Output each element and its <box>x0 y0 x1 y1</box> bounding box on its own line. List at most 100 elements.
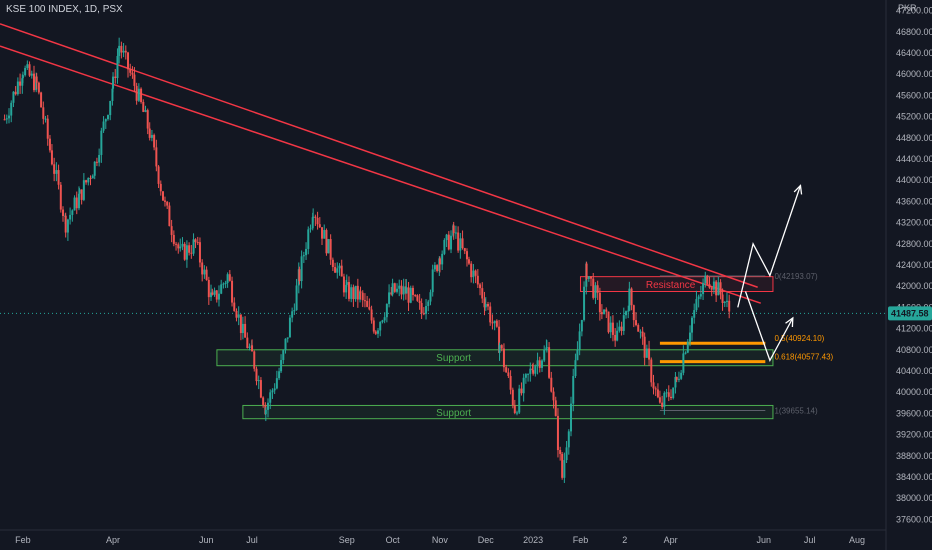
candle-body <box>89 177 92 179</box>
candle-body <box>222 283 225 285</box>
candle-body <box>16 81 19 95</box>
candle-body <box>391 283 394 295</box>
candle-body <box>540 360 543 368</box>
forecast-arrow-1 <box>737 185 802 308</box>
candle-body <box>311 217 314 229</box>
candle-body <box>122 50 125 53</box>
candle-body <box>144 110 147 112</box>
y-tick-label: 41200.00 <box>896 324 932 334</box>
candle-body <box>614 334 617 341</box>
candle-body <box>616 330 619 341</box>
candle-body <box>630 288 633 306</box>
y-tick-label: 37600.00 <box>896 514 932 524</box>
candle-body <box>654 388 657 390</box>
candle-body <box>347 282 350 299</box>
candle-body <box>273 388 276 391</box>
candle-body <box>632 305 635 321</box>
candle-body <box>30 73 33 76</box>
candle-body <box>493 320 496 324</box>
candle-body <box>295 285 298 311</box>
candle-body <box>327 239 330 254</box>
support-label-2: Support <box>436 408 471 419</box>
candle-body <box>226 274 229 283</box>
candle-body <box>583 286 586 320</box>
candle-body <box>3 119 6 121</box>
candle-body <box>21 78 24 86</box>
y-tick-label: 43200.00 <box>896 218 932 228</box>
candle-body <box>64 215 67 233</box>
y-tick-label: 38800.00 <box>896 451 932 461</box>
candle-body <box>98 154 101 163</box>
candle-body <box>396 288 399 292</box>
candle-body <box>129 69 132 73</box>
candle-body <box>420 302 423 314</box>
candle-body <box>325 230 328 254</box>
candle-body <box>157 166 160 184</box>
candle-body <box>10 102 13 116</box>
candle-body <box>150 135 153 138</box>
candle-body <box>383 317 386 321</box>
candle-body <box>53 164 56 174</box>
candle-body <box>196 242 199 244</box>
candle-body <box>721 294 724 304</box>
candle-body <box>684 352 687 354</box>
candle-body <box>625 311 628 316</box>
candle-body <box>433 265 436 270</box>
candle-body <box>693 310 696 318</box>
trendline-upper <box>0 23 758 288</box>
y-tick-label: 40400.00 <box>896 366 932 376</box>
candle-body <box>472 270 475 278</box>
candle-body <box>116 56 119 79</box>
candle-body <box>559 450 562 454</box>
candle-body <box>675 377 678 380</box>
candle-body <box>467 259 470 264</box>
candle-body <box>135 85 138 101</box>
candle-body <box>570 403 573 432</box>
candle-body <box>422 313 425 315</box>
candle-body <box>431 269 434 293</box>
candle-body <box>102 121 105 131</box>
candle-body <box>414 294 417 296</box>
candle-body <box>672 387 675 399</box>
candle-body <box>663 392 666 407</box>
y-tick-label: 42000.00 <box>896 281 932 291</box>
candle-body <box>495 320 498 327</box>
candle-body <box>48 138 51 151</box>
candle-body <box>513 405 516 414</box>
candle-body <box>561 453 564 478</box>
candle-body <box>35 76 38 83</box>
candle-body <box>114 76 117 79</box>
candle-body <box>345 284 348 293</box>
candle-body <box>205 269 208 281</box>
candle-body <box>585 263 588 279</box>
candle-body <box>643 336 646 358</box>
candle-body <box>532 370 535 374</box>
currency-label: PKR <box>898 3 917 13</box>
candle-body <box>669 396 672 399</box>
candle-body <box>710 287 713 290</box>
candle-body <box>153 135 156 148</box>
candle-body <box>379 322 382 331</box>
candle-body <box>137 88 140 101</box>
candle-body <box>14 91 17 95</box>
candle-body <box>388 292 391 304</box>
fib-label-1: 1(39655.14) <box>774 406 817 415</box>
candle-body <box>520 388 523 394</box>
candle-body <box>648 348 651 360</box>
candle-body <box>425 305 428 314</box>
candle-body <box>656 389 659 398</box>
candle-body <box>717 282 720 296</box>
candle-body <box>594 285 597 298</box>
candle-body <box>590 276 593 279</box>
candle-body <box>78 189 81 194</box>
candle-body <box>142 101 145 112</box>
candle-body <box>361 292 364 301</box>
candle-body <box>264 409 267 415</box>
candle-body <box>500 345 503 349</box>
y-tick-label: 38400.00 <box>896 472 932 482</box>
candle-body <box>667 392 670 397</box>
candle-body <box>587 276 590 279</box>
candle-body <box>207 280 210 298</box>
candle-body <box>429 292 432 302</box>
